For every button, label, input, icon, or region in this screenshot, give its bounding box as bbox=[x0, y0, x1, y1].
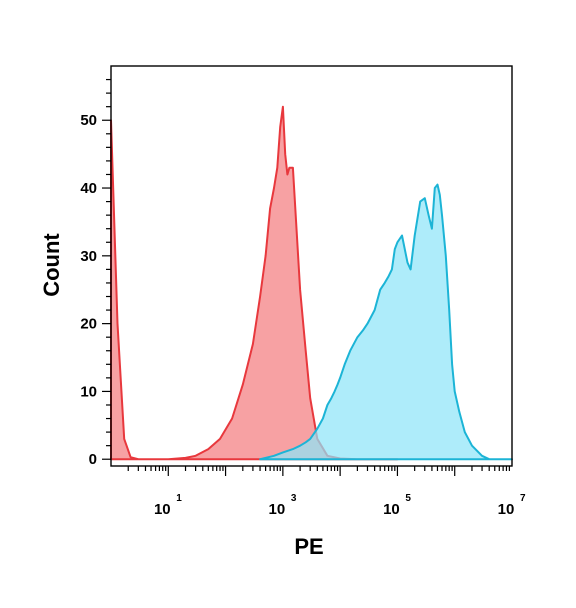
series-layer bbox=[110, 105, 513, 461]
y-axis-title: Count bbox=[39, 233, 64, 297]
x-tick-label: 10 bbox=[154, 501, 171, 518]
y-axis: 0 10 20 30 40 50 bbox=[80, 78, 111, 468]
x-axis-title: PE bbox=[294, 534, 323, 559]
x-tick-exponent: 7 bbox=[520, 493, 526, 504]
y-tick-label: 40 bbox=[80, 180, 97, 197]
y-tick-label: 10 bbox=[80, 383, 97, 400]
histogram-series-2 bbox=[259, 183, 513, 461]
x-tick-label: 10 bbox=[383, 501, 400, 518]
y-tick-label: 20 bbox=[80, 316, 97, 333]
plot-frame bbox=[110, 65, 513, 467]
y-tick-label: 50 bbox=[80, 112, 97, 129]
x-tick-exponent: 5 bbox=[405, 493, 411, 504]
x-tick-label: 10 bbox=[498, 501, 515, 518]
x-axis: 10 1 10 3 10 5 10 7 bbox=[127, 466, 526, 518]
y-tick-label: 30 bbox=[80, 248, 97, 265]
x-tick-label: 10 bbox=[269, 501, 286, 518]
y-tick-label: 0 bbox=[89, 451, 97, 468]
x-tick-exponent: 1 bbox=[176, 493, 182, 504]
x-tick-exponent: 3 bbox=[291, 493, 297, 504]
